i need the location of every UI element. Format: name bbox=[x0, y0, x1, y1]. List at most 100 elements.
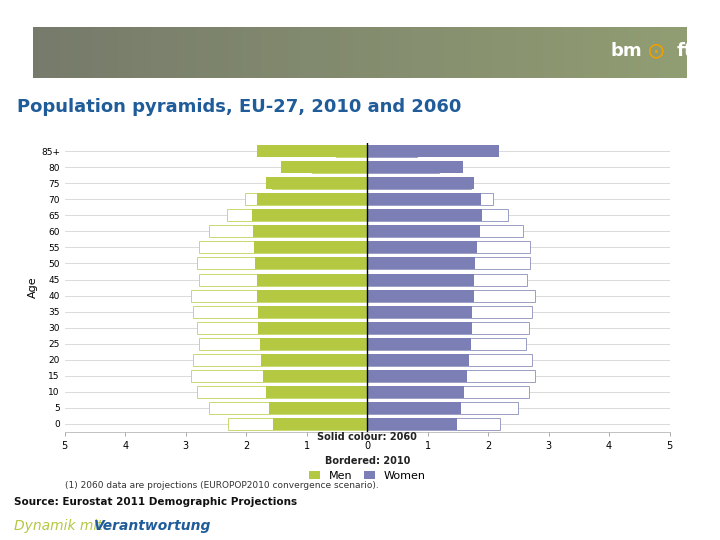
Text: (1) 2060 data are projections (EUROPOP2010 convergence scenario).: (1) 2060 data are projections (EUROPOP20… bbox=[65, 481, 379, 490]
Bar bbox=[367, 273, 474, 286]
Bar bbox=[367, 306, 472, 318]
Bar bbox=[629, 27, 635, 78]
Bar bbox=[248, 27, 256, 78]
Bar bbox=[642, 27, 648, 78]
Bar bbox=[386, 27, 392, 78]
Bar bbox=[616, 27, 622, 78]
Bar bbox=[498, 27, 504, 78]
Bar bbox=[367, 258, 531, 269]
Bar bbox=[367, 177, 471, 189]
Bar bbox=[193, 306, 367, 318]
Bar bbox=[589, 27, 595, 78]
Bar bbox=[419, 27, 426, 78]
Bar bbox=[504, 27, 510, 78]
Bar bbox=[472, 27, 478, 78]
Bar bbox=[301, 27, 307, 78]
Bar bbox=[354, 27, 360, 78]
Bar bbox=[379, 27, 386, 78]
Bar bbox=[608, 27, 616, 78]
Bar bbox=[253, 225, 367, 238]
Bar bbox=[582, 27, 589, 78]
Bar bbox=[191, 370, 367, 382]
Bar bbox=[517, 27, 523, 78]
Bar bbox=[367, 225, 480, 238]
Bar bbox=[367, 322, 529, 334]
Bar bbox=[360, 27, 366, 78]
Bar bbox=[78, 27, 85, 78]
Bar bbox=[262, 27, 269, 78]
Bar bbox=[530, 27, 536, 78]
Bar bbox=[288, 27, 294, 78]
Bar bbox=[366, 27, 373, 78]
Bar bbox=[222, 27, 229, 78]
Bar bbox=[667, 27, 674, 78]
Bar bbox=[367, 370, 536, 382]
Bar bbox=[209, 402, 367, 414]
Bar bbox=[197, 27, 203, 78]
Bar bbox=[367, 370, 467, 382]
Text: Bordered: 2010: Bordered: 2010 bbox=[325, 456, 410, 465]
Bar bbox=[32, 27, 40, 78]
Bar bbox=[367, 161, 463, 173]
Bar bbox=[257, 273, 367, 286]
Bar bbox=[367, 145, 417, 157]
Bar bbox=[197, 322, 367, 334]
Bar bbox=[550, 27, 557, 78]
Text: Population pyramids, EU-27, 2010 and 2060: Population pyramids, EU-27, 2010 and 206… bbox=[17, 98, 462, 116]
Bar bbox=[392, 27, 400, 78]
Bar bbox=[485, 27, 491, 78]
Text: ⊙: ⊙ bbox=[647, 41, 666, 62]
Bar bbox=[367, 289, 474, 302]
Bar bbox=[216, 27, 222, 78]
Bar bbox=[367, 338, 526, 350]
Bar bbox=[254, 241, 367, 253]
Bar bbox=[269, 402, 367, 414]
Bar bbox=[66, 27, 72, 78]
Bar bbox=[536, 27, 544, 78]
Text: ft: ft bbox=[677, 42, 693, 60]
Bar bbox=[680, 27, 688, 78]
Bar bbox=[367, 402, 518, 414]
Bar bbox=[367, 241, 531, 253]
Bar bbox=[294, 27, 301, 78]
Bar bbox=[367, 289, 536, 302]
Bar bbox=[451, 27, 458, 78]
Bar bbox=[40, 27, 46, 78]
Bar bbox=[170, 27, 176, 78]
Legend: Men, Women: Men, Women bbox=[305, 467, 430, 485]
Bar bbox=[252, 210, 367, 221]
Bar bbox=[576, 27, 582, 78]
Bar bbox=[91, 27, 98, 78]
Bar bbox=[426, 27, 432, 78]
Bar bbox=[258, 306, 367, 318]
Bar bbox=[314, 27, 320, 78]
Bar bbox=[118, 27, 125, 78]
Bar bbox=[176, 27, 184, 78]
Text: bm: bm bbox=[611, 42, 642, 60]
Bar bbox=[334, 27, 341, 78]
Bar bbox=[336, 145, 367, 157]
Bar bbox=[46, 27, 53, 78]
Bar bbox=[257, 289, 367, 302]
Bar bbox=[367, 354, 469, 366]
Bar bbox=[266, 386, 367, 398]
Bar bbox=[367, 161, 438, 173]
Bar bbox=[197, 258, 367, 269]
Bar bbox=[193, 354, 367, 366]
Bar bbox=[112, 27, 118, 78]
Bar bbox=[438, 27, 445, 78]
Bar bbox=[400, 27, 406, 78]
Bar bbox=[367, 386, 464, 398]
Bar bbox=[138, 27, 144, 78]
Bar bbox=[264, 370, 367, 382]
Bar bbox=[563, 27, 570, 78]
Bar bbox=[367, 241, 477, 253]
Bar bbox=[367, 193, 481, 205]
Bar bbox=[258, 322, 367, 334]
Bar bbox=[203, 27, 210, 78]
Bar bbox=[228, 418, 367, 430]
Bar bbox=[271, 177, 367, 189]
Bar bbox=[373, 27, 379, 78]
Bar bbox=[635, 27, 642, 78]
Bar bbox=[257, 145, 367, 157]
